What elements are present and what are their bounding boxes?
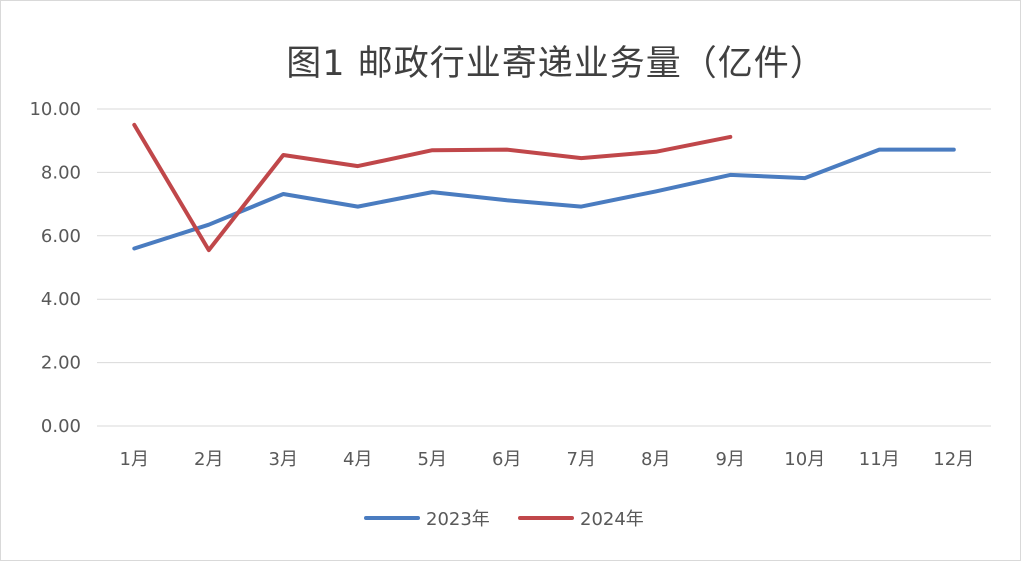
legend-label-1: 2023年 — [426, 509, 490, 530]
x-tick-label: 12月 — [933, 449, 974, 470]
legend-label-2: 2024年 — [580, 509, 644, 530]
x-tick-label: 9月 — [716, 449, 745, 470]
y-tick-label: 10.00 — [29, 99, 81, 120]
y-tick-label: 4.00 — [41, 289, 81, 310]
y-tick-label: 8.00 — [41, 162, 81, 183]
x-tick-label: 5月 — [418, 449, 447, 470]
x-tick-label: 3月 — [269, 449, 298, 470]
y-tick-label: 2.00 — [41, 353, 81, 374]
x-tick-label: 7月 — [567, 449, 596, 470]
series-line-2 — [132, 122, 733, 253]
x-tick-label: 6月 — [492, 449, 521, 470]
y-tick-label: 0.00 — [41, 416, 81, 437]
x-tick-label: 10月 — [784, 449, 825, 470]
x-tick-label: 11月 — [859, 449, 900, 470]
series-line-1 — [132, 147, 956, 251]
x-tick-label: 2月 — [194, 449, 223, 470]
x-tick-label: 4月 — [343, 449, 372, 470]
y-tick-label: 6.00 — [41, 226, 81, 247]
x-tick-label: 1月 — [120, 449, 149, 470]
chart-title: 图1 邮政行业寄递业务量（亿件） — [286, 44, 826, 84]
x-tick-label: 8月 — [641, 449, 670, 470]
